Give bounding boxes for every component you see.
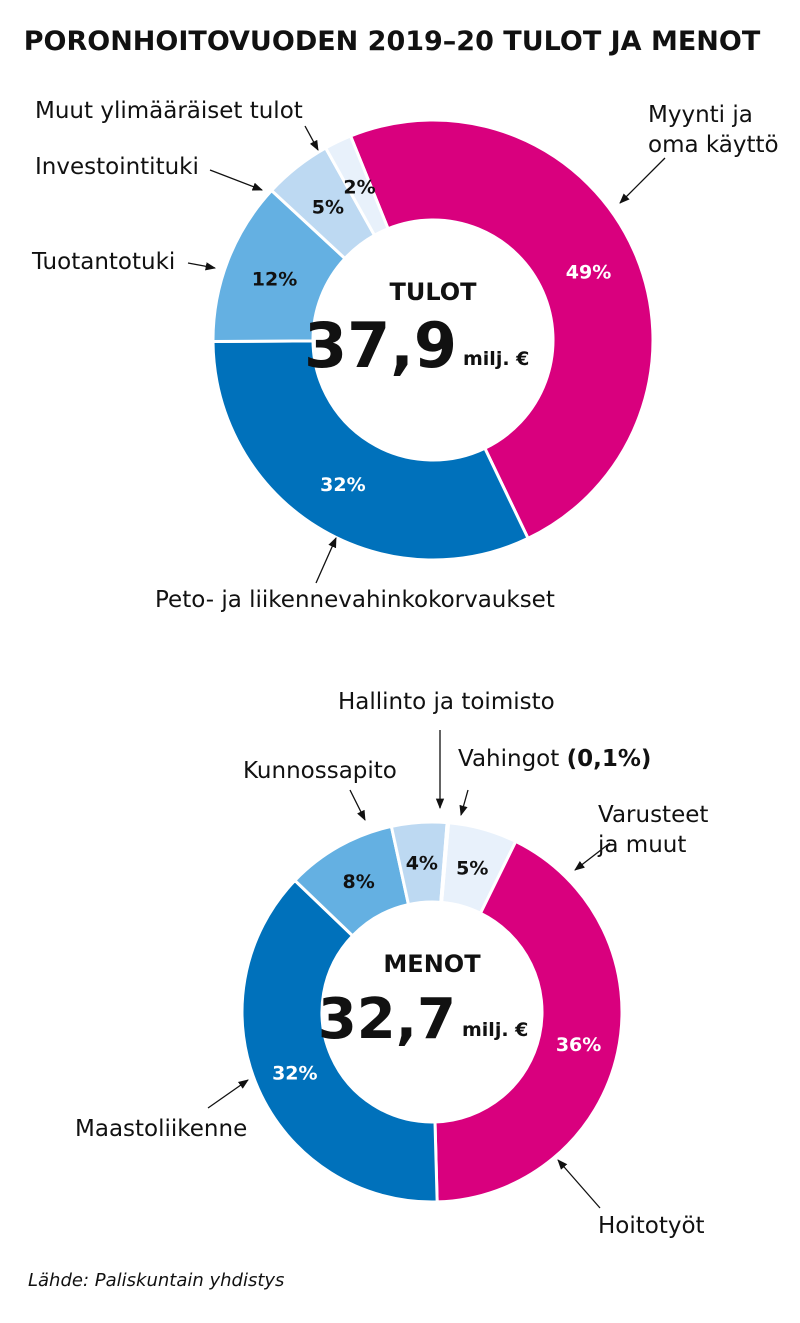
value-label: 32% xyxy=(272,1063,317,1085)
slice xyxy=(433,839,624,1204)
center-value: 37,9 xyxy=(304,309,457,382)
arrow xyxy=(459,789,469,817)
category-label: Tuotantotuki xyxy=(32,247,175,277)
category-text: Varusteet ja muut xyxy=(598,802,709,858)
slice xyxy=(240,878,439,1204)
category-label: Muut ylimääräiset tulot xyxy=(35,96,303,126)
category-text: Hoitotyöt xyxy=(598,1213,705,1239)
slice xyxy=(211,339,531,562)
arrow xyxy=(209,169,263,191)
center-value: 32,7 xyxy=(318,987,456,1052)
slice xyxy=(348,118,655,541)
value-label: (0,1%) xyxy=(566,746,652,772)
value-label: 5% xyxy=(312,196,344,218)
category-text: Tuotantotuki xyxy=(32,249,176,275)
category-text: Kunnossapito xyxy=(243,758,397,784)
category-text: Maastoliikenne xyxy=(75,1116,248,1142)
arrow xyxy=(187,262,217,271)
arrow xyxy=(557,1159,601,1209)
center-title: TULOT xyxy=(389,278,477,306)
category-label: Myynti ja oma käyttö xyxy=(648,100,779,160)
center-unit: milj. € xyxy=(463,348,529,370)
category-label: Hallinto ja toimisto xyxy=(338,687,555,717)
category-label: Varusteet ja muut xyxy=(598,800,708,860)
source: Lähde: Paliskuntain yhdistys xyxy=(28,1270,284,1291)
category-label: Investointituki xyxy=(35,152,199,182)
value-label: 12% xyxy=(252,269,297,291)
slice xyxy=(439,820,451,905)
arrow xyxy=(349,789,366,821)
center-unit: milj. € xyxy=(462,1019,528,1041)
category-label: Hoitotyöt xyxy=(598,1211,705,1241)
value-label: 49% xyxy=(566,261,611,283)
center-title: MENOT xyxy=(383,950,481,978)
category-label: Vahingot (0,1%) xyxy=(458,744,651,774)
category-text: Vahingot xyxy=(458,746,560,772)
arrow xyxy=(304,125,319,151)
arrow xyxy=(315,537,337,584)
arrow xyxy=(619,157,666,204)
category-label: Peto- ja liikennevahinkokorvaukset xyxy=(155,585,555,615)
arrow xyxy=(574,842,611,871)
category-text: Investointituki xyxy=(35,154,199,180)
category-text: Hallinto ja toimisto xyxy=(338,689,555,715)
value-label: 32% xyxy=(320,474,365,496)
category-text: Peto- ja liikennevahinkokorvaukset xyxy=(155,587,555,613)
category-label: Maastoliikenne xyxy=(75,1114,247,1144)
slice xyxy=(323,134,390,238)
value-label: 4% xyxy=(406,852,438,874)
category-text: Muut ylimääräiset tulot xyxy=(35,98,303,124)
arrow xyxy=(207,1079,249,1109)
value-label: 8% xyxy=(343,871,375,893)
value-label: 5% xyxy=(456,858,488,880)
page-title: PORONHOITOVUODEN 2019–20 TULOT JA MENOT xyxy=(24,26,761,57)
value-label: 36% xyxy=(556,1034,601,1056)
category-text: Myynti ja oma käyttö xyxy=(648,102,779,158)
category-label: Kunnossapito xyxy=(243,756,397,786)
value-label: 2% xyxy=(343,177,375,199)
